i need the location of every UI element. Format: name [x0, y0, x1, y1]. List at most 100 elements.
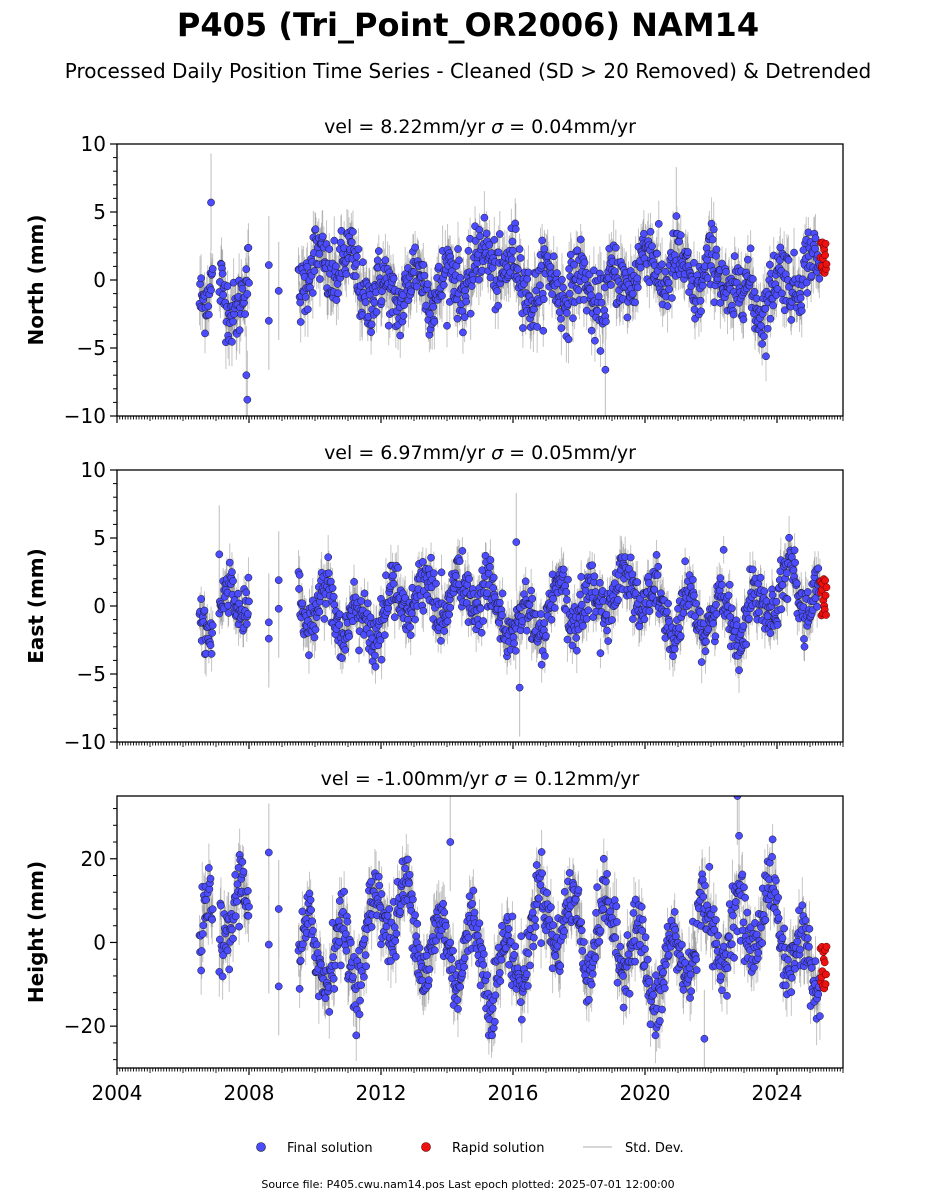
- final-solution-point: [689, 575, 697, 584]
- final-solution-point: [494, 248, 503, 257]
- final-solution-point: [623, 313, 632, 322]
- final-solution-point: [584, 606, 593, 615]
- final-solution-point: [489, 573, 498, 582]
- final-solution-point: [704, 625, 713, 634]
- final-solution-point: [549, 252, 558, 261]
- final-solution-point: [800, 635, 808, 643]
- final-solution-point: [351, 272, 360, 280]
- final-solution-point: [370, 298, 379, 307]
- final-solution-point: [426, 310, 434, 318]
- final-solution-point: [325, 245, 334, 253]
- final-solution-point: [494, 301, 502, 310]
- final-solution-point: [650, 585, 659, 594]
- final-solution-point: [739, 315, 748, 324]
- final-solution-point: [477, 628, 486, 637]
- final-solution-point: [763, 324, 772, 333]
- final-solution-point: [461, 286, 469, 295]
- final-solution-point: [241, 310, 249, 318]
- final-solution-point: [697, 658, 706, 666]
- final-solution-point: [508, 255, 516, 264]
- final-solution-point: [608, 616, 616, 624]
- final-solution-point: [205, 310, 213, 319]
- final-solution-point: [742, 640, 751, 649]
- final-solution-point: [760, 587, 769, 596]
- final-solution-point: [563, 595, 571, 604]
- final-solution-point: [563, 635, 572, 644]
- final-solution-point: [330, 236, 339, 245]
- final-solution-point: [701, 647, 710, 656]
- final-solution-point: [636, 263, 645, 272]
- final-solution-point: [813, 602, 822, 611]
- final-solution-point: [350, 578, 358, 586]
- final-solution-point: [670, 645, 679, 653]
- final-solution-point: [519, 324, 527, 332]
- final-solution-point: [328, 584, 337, 592]
- final-solution-point: [509, 246, 517, 255]
- final-solution-point: [320, 615, 329, 623]
- final-solution-point: [591, 336, 599, 345]
- final-solution-point: [762, 352, 770, 361]
- final-solution-point: [303, 262, 312, 271]
- final-solution-point: [692, 599, 701, 608]
- final-solution-point: [679, 609, 688, 617]
- final-solution-point: [453, 314, 462, 323]
- final-solution-point: [576, 235, 585, 244]
- final-solution-point: [479, 617, 488, 625]
- final-solution-point: [593, 307, 602, 315]
- final-solution-point: [553, 269, 561, 277]
- final-solution-point: [752, 294, 761, 303]
- final-solution-point: [629, 289, 637, 298]
- final-solution-point: [634, 283, 642, 292]
- final-solution-point: [427, 553, 435, 562]
- final-solution-point: [654, 220, 663, 228]
- y-tick-label: −5: [77, 336, 106, 360]
- y-tick-label: 5: [93, 200, 106, 224]
- final-solution-point: [228, 568, 236, 576]
- panel-title-sigma-symbol: σ: [491, 442, 504, 464]
- final-solution-point: [690, 258, 698, 267]
- final-solution-point: [334, 289, 342, 298]
- final-solution-point: [482, 229, 491, 238]
- final-solution-point: [539, 295, 548, 304]
- final-solution-point: [315, 250, 324, 258]
- final-solution-point: [748, 275, 757, 283]
- final-solution-point: [676, 632, 685, 640]
- final-solution-point: [676, 231, 685, 239]
- final-solution-point: [703, 274, 712, 282]
- data-layer-north: [195, 153, 831, 416]
- final-solution-point: [341, 645, 350, 654]
- final-solution-point: [296, 298, 304, 307]
- final-solution-point: [264, 316, 273, 325]
- final-solution-point: [757, 321, 765, 330]
- final-solution-point: [243, 290, 252, 298]
- final-solution-point: [367, 320, 376, 329]
- final-solution-point: [663, 607, 671, 616]
- final-solution-point: [206, 641, 215, 650]
- final-solution-point: [422, 301, 430, 310]
- final-solution-point: [728, 604, 736, 613]
- final-solution-point: [363, 599, 372, 608]
- final-solution-point: [577, 573, 586, 581]
- final-solution-point: [558, 275, 566, 284]
- final-solution-point: [373, 256, 382, 265]
- rapid-solution-point: [821, 239, 830, 248]
- final-solution-point: [223, 282, 232, 290]
- final-solution-point: [465, 574, 473, 583]
- final-solution-point: [515, 245, 524, 253]
- final-solution-point: [803, 588, 812, 596]
- final-solution-point: [486, 556, 495, 564]
- final-solution-point: [308, 289, 317, 297]
- final-solution-point: [242, 620, 251, 628]
- y-axis-label-height: Height (mm): [24, 861, 48, 1003]
- final-solution-point: [664, 599, 672, 608]
- final-solution-point: [696, 296, 705, 305]
- final-solution-point: [498, 611, 506, 619]
- final-solution-point: [508, 237, 517, 246]
- y-tick-label: 10: [81, 458, 106, 482]
- final-solution-point: [631, 589, 640, 598]
- figure-subtitle: Processed Daily Position Time Series - C…: [65, 59, 871, 83]
- final-solution-point: [696, 608, 704, 616]
- final-solution-point: [579, 622, 587, 630]
- final-solution-point: [418, 557, 427, 566]
- final-solution-point: [352, 259, 361, 268]
